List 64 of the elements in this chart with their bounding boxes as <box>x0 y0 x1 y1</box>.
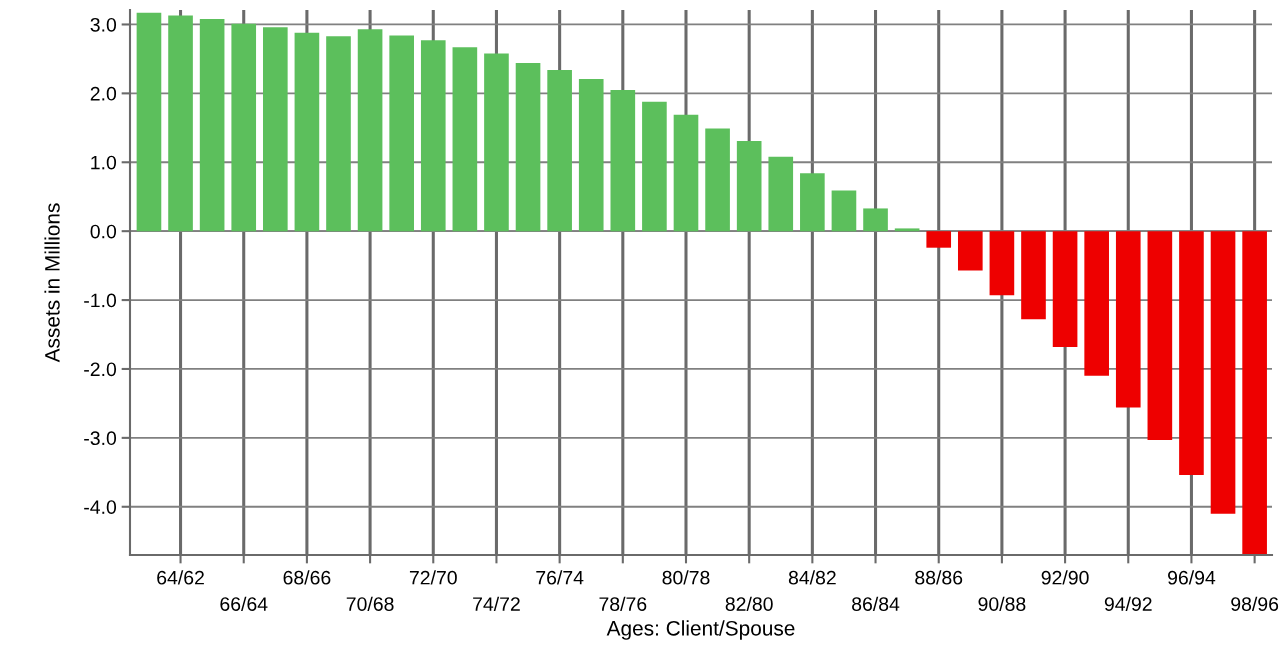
bar <box>294 32 320 232</box>
x-tick-label: 94/92 <box>1104 596 1152 611</box>
bar <box>894 228 920 232</box>
y-tick-label: -2.0 <box>84 362 117 377</box>
y-tick-label: -1.0 <box>84 293 117 308</box>
bar <box>136 12 162 232</box>
y-tick-label: 3.0 <box>90 17 117 32</box>
bar <box>357 29 383 232</box>
bar <box>1115 231 1141 408</box>
bar <box>989 231 1015 296</box>
bar <box>957 231 983 271</box>
bar <box>1179 231 1204 476</box>
y-tick-label: -3.0 <box>84 431 117 446</box>
bar <box>800 173 825 232</box>
bar <box>1242 231 1267 555</box>
bar <box>452 47 478 232</box>
bar <box>389 35 414 232</box>
bar <box>642 101 667 232</box>
bar <box>1052 231 1078 347</box>
bar <box>705 128 730 232</box>
x-tick-label: 70/68 <box>346 596 394 611</box>
x-tick-label: 72/70 <box>409 570 457 585</box>
y-tick-label: 2.0 <box>90 86 117 101</box>
x-tick-label: 96/94 <box>1168 570 1216 585</box>
bar <box>1147 231 1173 440</box>
x-tick-label: 76/74 <box>536 570 584 585</box>
bar <box>1210 231 1236 514</box>
bar <box>547 69 572 232</box>
x-tick-label: 74/72 <box>473 596 520 611</box>
y-tick-label: -4.0 <box>84 500 117 515</box>
bar <box>326 36 351 232</box>
bar <box>863 208 888 232</box>
x-tick-label: 90/88 <box>978 596 1026 611</box>
x-tick-label: 84/82 <box>788 570 836 585</box>
bar <box>168 15 193 232</box>
x-tick-label: 66/64 <box>220 596 268 611</box>
bar <box>768 156 794 232</box>
y-tick-label: 0.0 <box>90 224 117 239</box>
x-tick-label: 98/96 <box>1231 596 1279 611</box>
x-tick-label: 78/76 <box>599 596 647 611</box>
bar <box>831 190 857 232</box>
x-tick-label: 64/62 <box>157 570 204 585</box>
y-tick-label: 1.0 <box>91 155 117 170</box>
x-tick-label: 82/80 <box>725 596 773 611</box>
bar <box>610 89 636 232</box>
y-axis-title: Assets in Millions <box>44 203 60 363</box>
bar <box>263 27 288 232</box>
x-axis-title: Ages: Client/Spouse <box>606 620 795 640</box>
x-tick-label: 68/66 <box>283 570 331 585</box>
bar <box>484 53 509 232</box>
x-tick-label: 88/86 <box>915 570 963 585</box>
bar <box>199 18 225 232</box>
bar <box>1084 231 1109 376</box>
bar <box>515 63 541 232</box>
bar <box>926 231 952 248</box>
bar <box>420 40 446 232</box>
bar <box>1021 231 1046 320</box>
bar <box>673 114 699 232</box>
x-tick-label: 86/84 <box>852 596 900 611</box>
bar <box>231 23 257 232</box>
x-tick-label: 92/90 <box>1041 570 1089 585</box>
bar <box>578 78 604 232</box>
bar <box>736 140 762 232</box>
x-tick-label: 80/78 <box>662 570 710 585</box>
